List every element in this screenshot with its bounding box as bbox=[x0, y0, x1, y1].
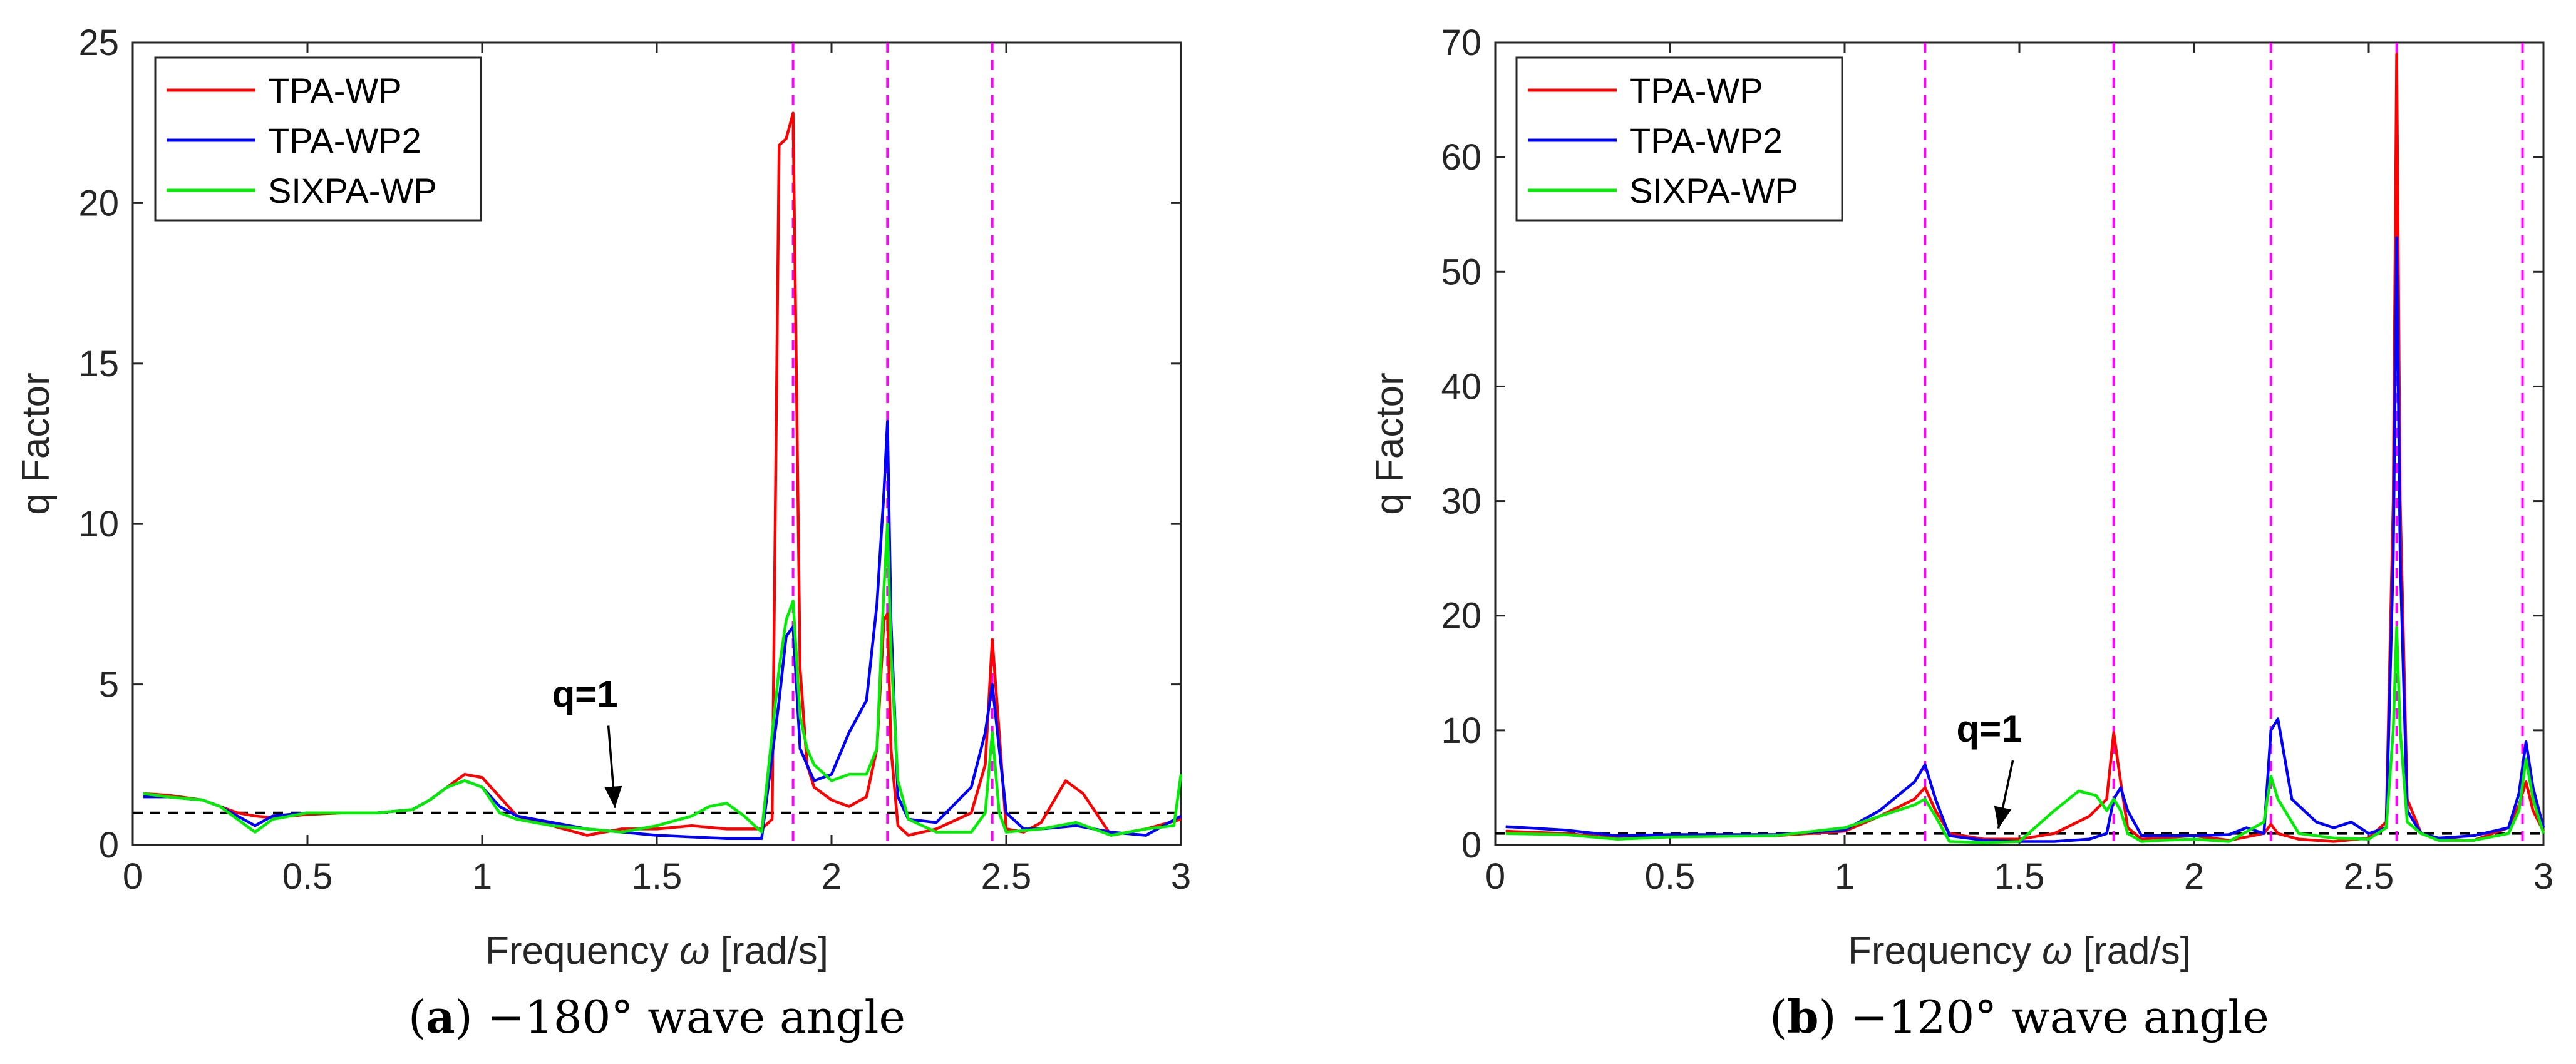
annotation-arrowhead-a bbox=[604, 785, 622, 808]
y-axis-label-b: q Factor bbox=[1368, 372, 1411, 514]
x-axis-label-a: Frequency ω [rad/s] bbox=[485, 929, 828, 973]
legend-label-tpa-wp2-b: TPA-WP2 bbox=[1629, 121, 1783, 160]
annotation-arrowhead-b bbox=[1994, 806, 2012, 829]
y-tick-label-b: 20 bbox=[1441, 596, 1481, 637]
caption-a: (a) −180° wave angle bbox=[408, 990, 905, 1043]
y-tick-label-a: 20 bbox=[78, 183, 119, 223]
x-tick-label-a: 3 bbox=[1171, 856, 1191, 897]
legend-a: TPA-WP TPA-WP2 SIXPA-WP bbox=[154, 56, 482, 222]
caption-b: (b) −120° wave angle bbox=[1770, 990, 2269, 1043]
y-tick-label-b: 70 bbox=[1441, 23, 1481, 63]
y-tick-label-a: 15 bbox=[78, 344, 119, 384]
x-tick-label-b: 3 bbox=[2533, 856, 2553, 897]
series-line-tpa-wp2-b bbox=[1505, 236, 2545, 843]
y-tick-label-a: 25 bbox=[78, 23, 119, 63]
legend-b: TPA-WP TPA-WP2 SIXPA-WP bbox=[1515, 56, 1843, 222]
x-tick-label-b: 2 bbox=[2184, 856, 2204, 897]
x-tick-label-b: 0 bbox=[1485, 856, 1505, 897]
x-tick-label-b: 0.5 bbox=[1645, 856, 1696, 897]
y-tick-label-b: 60 bbox=[1441, 137, 1481, 178]
y-tick-label-b: 50 bbox=[1441, 252, 1481, 292]
x-tick-label-b: 1 bbox=[1835, 856, 1855, 897]
y-axis-label-a: q Factor bbox=[14, 372, 58, 514]
legend-label-sixpa-wp-a: SIXPA-WP bbox=[268, 171, 437, 210]
x-tick-label-b: 1.5 bbox=[1994, 856, 2045, 897]
annotation-q1-a: q=1 bbox=[552, 673, 618, 715]
y-tick-label-b: 40 bbox=[1441, 366, 1481, 407]
x-tick-label-a: 2.5 bbox=[981, 856, 1032, 897]
x-tick-label-a: 1.5 bbox=[632, 856, 683, 897]
legend-label-tpa-wp-b: TPA-WP bbox=[1629, 71, 1763, 110]
x-tick-label-a: 2 bbox=[822, 856, 842, 897]
y-tick-label-a: 5 bbox=[99, 665, 119, 705]
legend-label-tpa-wp2-a: TPA-WP2 bbox=[268, 121, 421, 160]
legend-label-tpa-wp-a: TPA-WP bbox=[268, 71, 402, 110]
y-tick-label-b: 0 bbox=[1461, 825, 1481, 866]
series-line-sixpa-wp-b bbox=[1505, 625, 2545, 844]
x-tick-label-b: 2.5 bbox=[2344, 856, 2394, 897]
legend-label-sixpa-wp-b: SIXPA-WP bbox=[1629, 171, 1798, 210]
y-tick-label-a: 10 bbox=[78, 504, 119, 545]
y-tick-label-a: 0 bbox=[99, 825, 119, 866]
x-tick-label-a: 0 bbox=[123, 856, 143, 897]
x-axis-label-b: Frequency ω [rad/s] bbox=[1848, 929, 2191, 973]
annotation-q1-b: q=1 bbox=[1957, 708, 2022, 750]
y-tick-label-b: 10 bbox=[1441, 710, 1481, 751]
x-tick-label-a: 1 bbox=[472, 856, 492, 897]
x-tick-label-a: 0.5 bbox=[282, 856, 333, 897]
y-tick-label-b: 30 bbox=[1441, 481, 1481, 522]
series-line-sixpa-wp-a bbox=[143, 522, 1183, 837]
